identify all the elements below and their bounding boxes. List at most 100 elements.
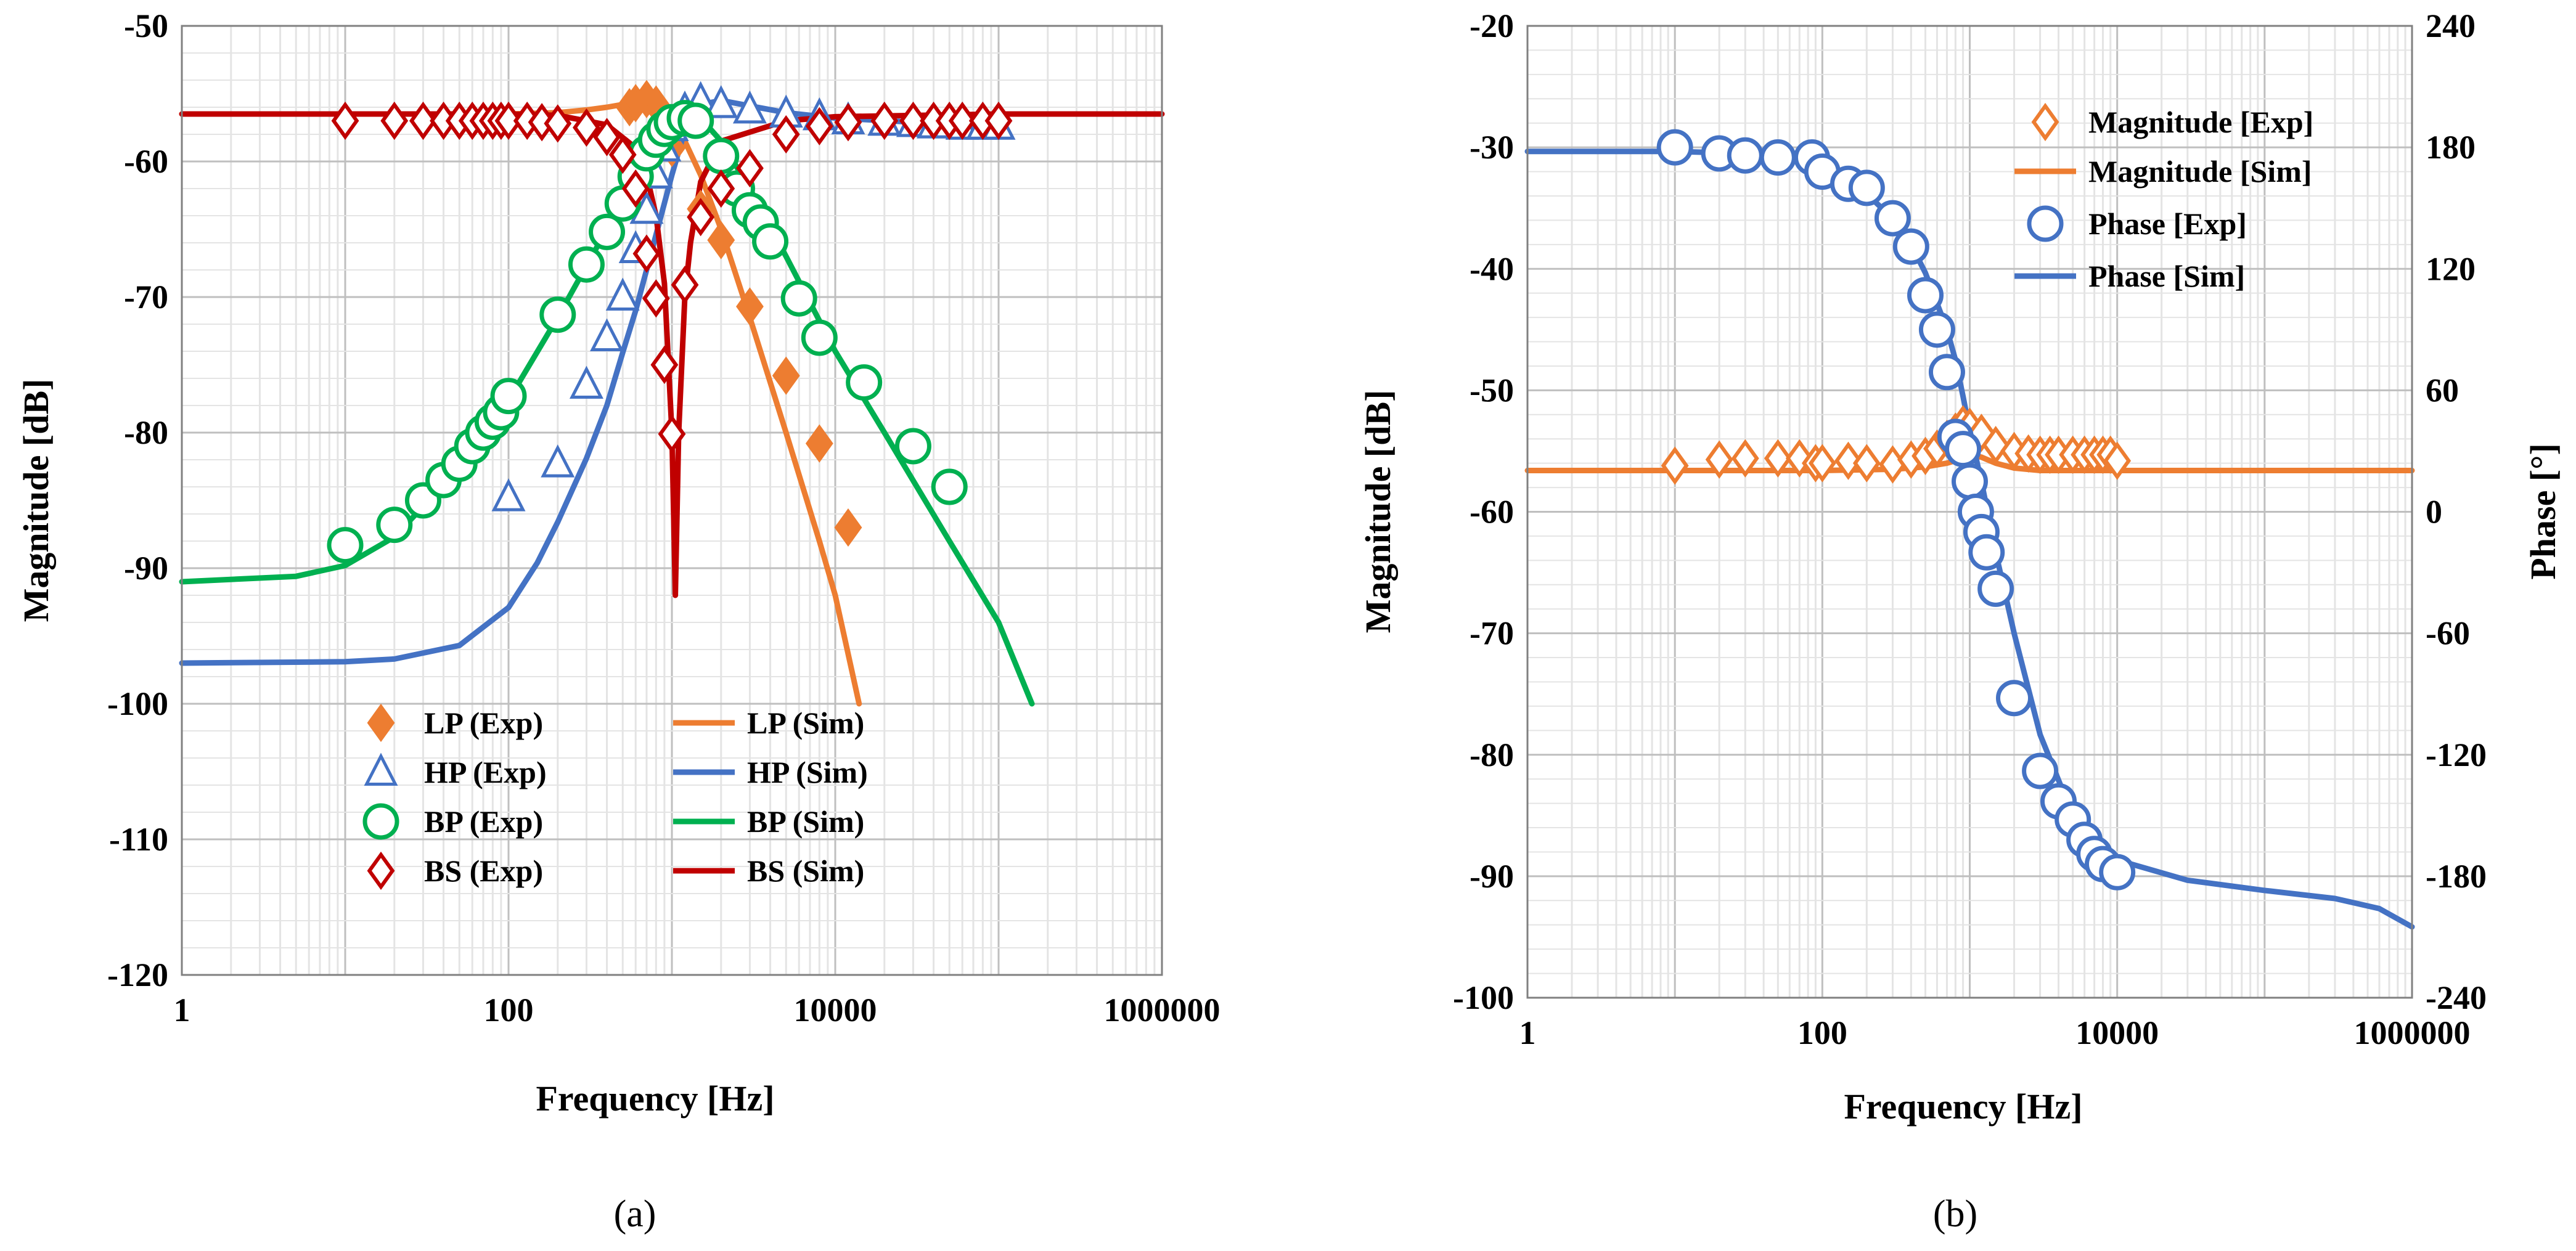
data-point-phase-exp (1995, 680, 2032, 717)
data-point-bs-exp (687, 198, 715, 237)
data-point-bs-exp (805, 107, 833, 145)
data-point-lp-exp (805, 424, 833, 463)
data-point-bp-exp (568, 246, 605, 283)
data-point-magnitude-exp (1982, 425, 2010, 465)
data-point-phase-exp (1907, 277, 1944, 314)
x-tick-label: 1 (1519, 1014, 1536, 1051)
data-point-phase-exp (1656, 129, 1693, 166)
legend-label: BP (Sim) (747, 804, 864, 839)
data-point-phase-exp (1892, 228, 1929, 265)
y-tick-label: -20 (1470, 7, 1514, 44)
y2-tick-label: 180 (2426, 129, 2476, 166)
y-tick-label: -90 (124, 550, 168, 587)
data-point-magnitude-exp (1731, 439, 1759, 478)
data-point-hp-exp (590, 318, 624, 351)
y-tick-label: -70 (124, 279, 168, 316)
y2-tick-label: 0 (2426, 494, 2442, 531)
data-point-magnitude-exp (1705, 440, 1733, 479)
data-point-bp-exp (490, 378, 527, 415)
legend-label: BS (Exp) (424, 854, 543, 888)
data-point-hp-exp (491, 478, 526, 511)
data-point-bs-exp (671, 266, 699, 304)
y-tick-label: -100 (107, 685, 168, 722)
data-point-phase-exp (1928, 354, 1965, 391)
data-point-lp-exp (736, 287, 764, 326)
legend-label: LP (Sim) (747, 706, 864, 740)
legend-label: BP (Exp) (424, 804, 543, 839)
legend-marker-swatch (362, 803, 399, 840)
data-point-lp-exp (707, 221, 735, 259)
y-tick-label: -30 (1470, 129, 1514, 166)
data-point-bs-exp (621, 169, 650, 208)
data-point-bs-exp (834, 103, 862, 142)
data-point-phase-exp (1759, 139, 1796, 176)
data-point-bp-exp (376, 507, 413, 544)
data-point-phase-exp (1918, 311, 1955, 348)
legend-label: Magnitude [Sim] (2088, 154, 2312, 189)
data-point-lp-exp (834, 508, 862, 547)
data-point-phase-exp (2099, 854, 2136, 890)
data-point-phase-exp (1977, 570, 2014, 607)
data-point-magnitude-exp (2103, 441, 2132, 480)
y-tick-label: -100 (1453, 979, 1514, 1016)
data-point-bp-exp (801, 319, 838, 356)
data-point-bp-exp (931, 468, 968, 505)
data-point-bs-exp (870, 101, 899, 141)
legend-label: Phase [Sim] (2088, 259, 2245, 293)
data-point-bp-exp (752, 223, 789, 260)
chart-a-ylabel: Magnitude [dB] (16, 379, 56, 622)
data-point-bs-exp (593, 118, 621, 157)
data-point-bs-exp (331, 101, 359, 141)
legend-marker-swatch (364, 752, 398, 786)
x-tick-label: 100 (1797, 1014, 1847, 1051)
x-tick-label: 100 (484, 992, 534, 1029)
data-point-bs-exp (380, 101, 409, 141)
x-tick-label: 10000 (2075, 1014, 2159, 1051)
chart-a-xlabel: Frequency [Hz] (536, 1078, 774, 1119)
data-point-phase-exp (1945, 431, 1982, 468)
chart-b-y2label: Phase [°] (2523, 443, 2563, 579)
y-tick-label: -60 (124, 143, 168, 180)
chart-b-plot-border (1526, 25, 2413, 999)
chart-b-ylabel: Magnitude [dB] (1358, 390, 1398, 634)
data-point-phase-exp (1952, 463, 1988, 500)
data-point-bs-exp (899, 101, 927, 141)
legend-marker-swatch (2027, 205, 2064, 242)
y-tick-label: -70 (1470, 615, 1514, 652)
data-point-magnitude-exp (1808, 444, 1836, 483)
data-point-phase-exp (1727, 137, 1764, 174)
legend-marker-swatch (367, 851, 395, 890)
y-tick-label: -110 (109, 821, 168, 858)
legend-label: HP (Exp) (424, 755, 547, 789)
chart-b-legend: Magnitude [Exp] Magnitude [Sim] Phase [Exp… (2014, 102, 2313, 293)
chart-b: 1 100 10000 1000000 -100 -90 -80 -70 -60 -50 -40 -3… (1358, 7, 2563, 1235)
data-point-bp-exp (846, 364, 883, 401)
data-point-lp-exp (772, 356, 800, 395)
legend-label: LP (Exp) (424, 706, 543, 740)
data-point-bp-exp (703, 137, 740, 174)
y2-tick-label: -240 (2426, 979, 2487, 1016)
chart-a-legend: LP (Exp) LP (Sim) HP (Exp) HP (Sim) BP (Exp)… (362, 703, 868, 890)
data-point-bs-exp (608, 135, 637, 174)
data-point-bp-exp (589, 213, 626, 250)
data-point-bs-exp (573, 108, 600, 147)
legend-marker-swatch (2031, 102, 2059, 142)
data-point-bs-exp (772, 115, 800, 154)
y-tick-label: -40 (1470, 250, 1514, 287)
data-point-hp-exp (732, 90, 767, 124)
y-tick-label: -50 (124, 7, 168, 44)
data-point-magnitude-exp (1852, 444, 1881, 483)
chart-b-xlabel: Frequency [Hz] (1844, 1086, 2082, 1127)
chart-a-tick-labels: 1 100 10000 1000000 -120 -110 -100 -90 -80 -70 -60… (107, 7, 1220, 1029)
x-tick-label: 1000000 (2354, 1014, 2471, 1051)
y-tick-label: -120 (107, 956, 168, 993)
chart-a-caption: (a) (614, 1193, 656, 1235)
x-tick-label: 10000 (794, 992, 877, 1029)
y2-tick-label: -120 (2426, 736, 2487, 773)
data-point-bs-exp (948, 101, 976, 141)
y-tick-label: -50 (1470, 372, 1514, 409)
data-point-bp-exp (327, 527, 364, 564)
chart-b-markers (1656, 129, 2136, 890)
data-point-magnitude-exp (1834, 441, 1862, 480)
data-point-bs-exp (650, 345, 679, 385)
